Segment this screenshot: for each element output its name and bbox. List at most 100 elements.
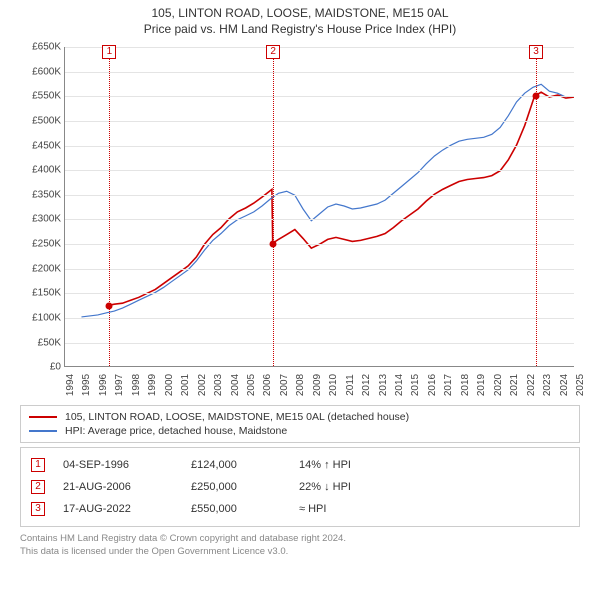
transaction-price: £124,000 bbox=[191, 459, 281, 471]
chart-area: £0 £50K £100K £150K £200K £250K £300K £350K £400… bbox=[20, 43, 580, 403]
transaction-price: £550,000 bbox=[191, 503, 281, 515]
transaction-row: 3 17-AUG-2022 £550,000 ≈ HPI bbox=[31, 498, 569, 520]
y-gridline bbox=[65, 195, 574, 196]
x-axis-label: 2023 bbox=[542, 374, 553, 396]
x-axis-label: 2025 bbox=[575, 374, 586, 396]
y-gridline bbox=[65, 219, 574, 220]
y-axis-label: £400K bbox=[21, 165, 61, 176]
x-axis-label: 1996 bbox=[98, 374, 109, 396]
footer-line: Contains HM Land Registry data © Crown c… bbox=[20, 533, 580, 545]
x-axis-label: 2009 bbox=[312, 374, 323, 396]
legend-label: 105, LINTON ROAD, LOOSE, MAIDSTONE, ME15… bbox=[65, 411, 409, 423]
transaction-pct: 22% ↓ HPI bbox=[299, 481, 409, 493]
marker-number: 1 bbox=[102, 45, 116, 59]
transaction-number: 1 bbox=[31, 458, 45, 472]
y-axis-label: £600K bbox=[21, 66, 61, 77]
x-axis-label: 2005 bbox=[246, 374, 257, 396]
transaction-date: 04-SEP-1996 bbox=[63, 459, 173, 471]
y-axis-label: £0 bbox=[21, 362, 61, 373]
y-axis-label: £500K bbox=[21, 116, 61, 127]
transaction-row: 1 04-SEP-1996 £124,000 14% ↑ HPI bbox=[31, 454, 569, 476]
transaction-date: 21-AUG-2006 bbox=[63, 481, 173, 493]
x-axis-label: 2008 bbox=[295, 374, 306, 396]
x-axis-label: 2014 bbox=[394, 374, 405, 396]
x-axis-label: 2006 bbox=[262, 374, 273, 396]
y-gridline bbox=[65, 72, 574, 73]
y-axis-label: £450K bbox=[21, 140, 61, 151]
y-axis-label: £650K bbox=[21, 42, 61, 53]
marker-line bbox=[273, 47, 274, 366]
y-axis-label: £150K bbox=[21, 288, 61, 299]
legend-label: HPI: Average price, detached house, Maid… bbox=[65, 425, 287, 437]
y-axis-label: £50K bbox=[21, 337, 61, 348]
x-axis-label: 2012 bbox=[361, 374, 372, 396]
x-axis-label: 2019 bbox=[476, 374, 487, 396]
transaction-price: £250,000 bbox=[191, 481, 281, 493]
transaction-pct: ≈ HPI bbox=[299, 503, 409, 515]
x-axis-label: 2007 bbox=[279, 374, 290, 396]
x-axis-label: 2021 bbox=[509, 374, 520, 396]
x-axis-label: 2002 bbox=[197, 374, 208, 396]
y-gridline bbox=[65, 170, 574, 171]
x-axis-label: 1994 bbox=[65, 374, 76, 396]
x-axis-label: 1995 bbox=[81, 374, 92, 396]
y-gridline bbox=[65, 244, 574, 245]
plot-region: £0£50K£100K£150K£200K£250K£300K£350K£400… bbox=[64, 47, 574, 367]
x-axis-label: 2010 bbox=[328, 374, 339, 396]
chart-subtitle: Price paid vs. HM Land Registry's House … bbox=[0, 22, 600, 38]
marker-number: 3 bbox=[529, 45, 543, 59]
x-axis-label: 2018 bbox=[460, 374, 471, 396]
transaction-pct: 14% ↑ HPI bbox=[299, 459, 409, 471]
transaction-number: 3 bbox=[31, 502, 45, 516]
x-axis-label: 1999 bbox=[147, 374, 158, 396]
footer-line: This data is licensed under the Open Gov… bbox=[20, 546, 580, 558]
x-axis-label: 2011 bbox=[345, 374, 356, 396]
x-axis-label: 1997 bbox=[114, 374, 125, 396]
y-gridline bbox=[65, 146, 574, 147]
x-axis-label: 2020 bbox=[493, 374, 504, 396]
y-gridline bbox=[65, 121, 574, 122]
marker-dot bbox=[106, 303, 113, 310]
legend-swatch bbox=[29, 416, 57, 418]
transaction-number: 2 bbox=[31, 480, 45, 494]
y-axis-label: £350K bbox=[21, 189, 61, 200]
marker-line bbox=[109, 47, 110, 366]
y-axis-label: £300K bbox=[21, 214, 61, 225]
chart-title: 105, LINTON ROAD, LOOSE, MAIDSTONE, ME15… bbox=[0, 6, 600, 22]
marker-dot bbox=[533, 93, 540, 100]
x-axis-label: 2017 bbox=[443, 374, 454, 396]
y-gridline bbox=[65, 47, 574, 48]
legend: 105, LINTON ROAD, LOOSE, MAIDSTONE, ME15… bbox=[20, 405, 580, 443]
x-axis-label: 2003 bbox=[213, 374, 224, 396]
legend-swatch bbox=[29, 430, 57, 432]
legend-row: HPI: Average price, detached house, Maid… bbox=[29, 424, 571, 438]
marker-dot bbox=[270, 241, 277, 248]
x-axis-label: 2000 bbox=[164, 374, 175, 396]
transaction-date: 17-AUG-2022 bbox=[63, 503, 173, 515]
x-axis-label: 2016 bbox=[427, 374, 438, 396]
transactions-table: 1 04-SEP-1996 £124,000 14% ↑ HPI 2 21-AUG-200… bbox=[20, 447, 580, 527]
x-axis-label: 2004 bbox=[230, 374, 241, 396]
series-property bbox=[109, 92, 574, 305]
x-axis-label: 2022 bbox=[526, 374, 537, 396]
y-gridline bbox=[65, 269, 574, 270]
footer-attribution: Contains HM Land Registry data © Crown c… bbox=[20, 533, 580, 558]
x-axis-label: 2001 bbox=[180, 374, 191, 396]
y-axis-label: £100K bbox=[21, 312, 61, 323]
legend-row: 105, LINTON ROAD, LOOSE, MAIDSTONE, ME15… bbox=[29, 410, 571, 424]
x-axis-label: 1998 bbox=[131, 374, 142, 396]
marker-number: 2 bbox=[266, 45, 280, 59]
y-axis-label: £250K bbox=[21, 239, 61, 250]
y-axis-label: £550K bbox=[21, 91, 61, 102]
transaction-row: 2 21-AUG-2006 £250,000 22% ↓ HPI bbox=[31, 476, 569, 498]
x-axis-label: 2013 bbox=[378, 374, 389, 396]
y-gridline bbox=[65, 293, 574, 294]
y-gridline bbox=[65, 96, 574, 97]
y-gridline bbox=[65, 318, 574, 319]
chart-header: 105, LINTON ROAD, LOOSE, MAIDSTONE, ME15… bbox=[0, 0, 600, 39]
x-axis-label: 2015 bbox=[410, 374, 421, 396]
y-gridline bbox=[65, 343, 574, 344]
y-axis-label: £200K bbox=[21, 263, 61, 274]
x-axis-label: 2024 bbox=[559, 374, 570, 396]
series-hpi bbox=[81, 84, 565, 317]
